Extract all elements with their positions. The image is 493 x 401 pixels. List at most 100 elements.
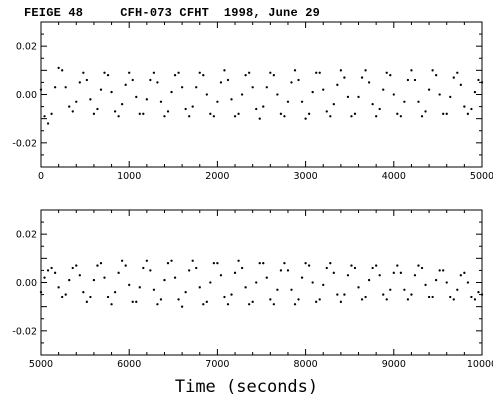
data-point [39, 291, 43, 294]
data-point [205, 93, 208, 96]
plot-frame [40, 209, 483, 356]
x-tick-label: 4000 [382, 171, 406, 182]
data-point [346, 274, 350, 277]
data-point [163, 115, 166, 118]
data-point [286, 100, 290, 103]
data-point [244, 74, 247, 77]
data-point [226, 303, 230, 306]
data-point [113, 291, 117, 294]
data-point [385, 298, 388, 301]
data-point [272, 303, 275, 306]
data-point [219, 81, 223, 84]
data-point [117, 115, 120, 118]
data-series [39, 259, 484, 308]
data-point [149, 78, 152, 82]
data-point [262, 262, 265, 265]
data-point [163, 278, 166, 282]
data-series [39, 66, 484, 125]
x-tick-label: 8000 [294, 359, 318, 370]
data-point [78, 81, 81, 84]
data-point [385, 71, 388, 74]
data-point [315, 71, 318, 74]
data-point [265, 276, 268, 279]
data-point [82, 71, 85, 74]
data-point [223, 295, 226, 299]
data-point [131, 78, 134, 82]
data-point [64, 293, 67, 296]
data-point [75, 264, 78, 267]
data-point [382, 88, 385, 91]
data-point [403, 100, 406, 103]
data-point [318, 298, 321, 301]
data-point [248, 303, 251, 306]
data-point [307, 112, 311, 115]
data-point [209, 112, 212, 115]
x-tick-label: 9000 [382, 359, 406, 370]
x-tick-label: 5000 [470, 171, 493, 182]
data-point [152, 71, 156, 74]
data-point [297, 298, 300, 301]
data-point [339, 300, 343, 303]
data-point [339, 69, 343, 72]
data-point [300, 100, 304, 103]
x-tick-label: 0 [38, 171, 44, 182]
data-point [226, 78, 230, 82]
data-point [364, 295, 367, 299]
data-point [367, 278, 371, 282]
data-point [124, 264, 127, 267]
data-point [240, 93, 244, 96]
data-point [357, 95, 360, 99]
data-point [61, 69, 64, 72]
data-point [463, 271, 466, 274]
data-point [223, 69, 226, 72]
data-point [420, 115, 424, 118]
data-point [128, 71, 131, 74]
data-point [279, 112, 283, 115]
data-point [251, 86, 254, 89]
data-point [258, 117, 261, 120]
data-point [420, 266, 424, 270]
data-point [230, 98, 233, 101]
data-point [43, 115, 46, 118]
data-point [315, 300, 318, 303]
y-tick-label: 0.02 [16, 230, 37, 241]
data-point [128, 283, 131, 287]
data-point [396, 112, 399, 115]
data-point [311, 281, 314, 284]
data-point [413, 78, 417, 82]
data-point [170, 90, 173, 94]
data-point [350, 115, 353, 118]
data-point [329, 115, 332, 118]
data-point [145, 259, 148, 262]
data-point [399, 271, 403, 274]
data-point [445, 281, 448, 284]
data-point [89, 295, 92, 299]
data-point [353, 112, 357, 115]
data-point [212, 262, 216, 265]
data-point [459, 83, 462, 86]
data-point [449, 95, 452, 99]
data-point [473, 298, 477, 301]
data-point [138, 286, 141, 289]
data-point [290, 288, 293, 291]
data-point [166, 110, 170, 113]
data-point [156, 81, 159, 84]
data-point [124, 83, 127, 86]
data-point [68, 278, 71, 282]
data-point [202, 74, 205, 77]
data-point [180, 86, 184, 89]
data-point [336, 83, 339, 86]
data-point [452, 76, 455, 79]
data-point [290, 81, 293, 84]
data-point [438, 269, 441, 272]
data-point [177, 71, 180, 74]
x-tick-label: 5000 [29, 359, 53, 370]
data-point [272, 74, 275, 77]
data-point [145, 98, 148, 101]
data-point [434, 74, 438, 77]
data-point [191, 259, 194, 262]
data-point [255, 281, 258, 284]
data-point [322, 88, 325, 91]
data-point [364, 69, 367, 72]
